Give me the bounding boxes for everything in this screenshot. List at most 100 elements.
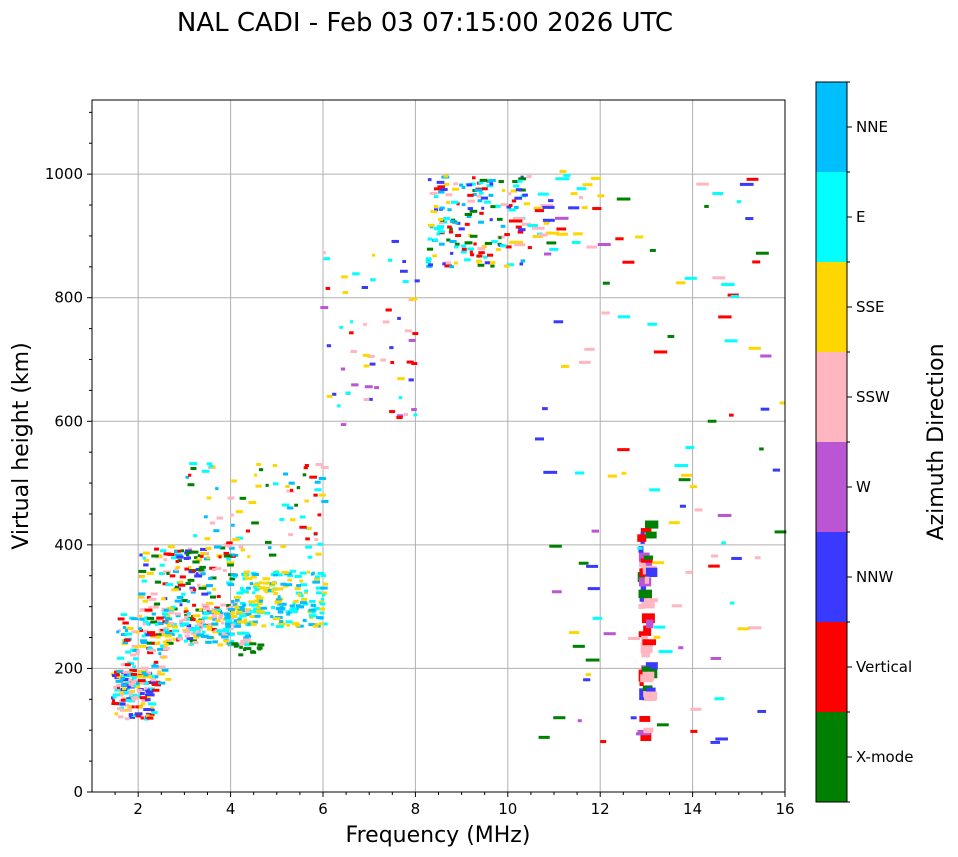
- data-point-w: [555, 216, 569, 220]
- data-point-nne: [206, 591, 212, 595]
- data-point-ssw: [201, 603, 210, 607]
- data-point-sse: [488, 261, 494, 265]
- data-point-ssw: [467, 199, 475, 203]
- data-point-sse: [202, 585, 208, 589]
- data-point-vertical: [406, 360, 414, 364]
- data-point-nne: [461, 185, 466, 189]
- data-point-nnw: [195, 572, 200, 576]
- data-point-nne: [300, 601, 308, 605]
- data-point-e: [203, 612, 209, 616]
- data-point-nne: [283, 472, 289, 476]
- data-point-e: [289, 569, 297, 573]
- data-point-e: [387, 258, 393, 262]
- data-point-ssw: [129, 653, 137, 657]
- data-point-ssw: [754, 556, 761, 560]
- data-point-x-mode: [257, 647, 262, 651]
- data-point-ssw: [747, 626, 762, 630]
- data-point-e: [249, 609, 253, 613]
- data-point-vertical: [461, 247, 467, 251]
- data-point-vertical: [433, 187, 441, 191]
- data-point-nnw: [402, 260, 407, 264]
- data-point-ssw: [225, 606, 230, 610]
- colorbar-swatch-e: [816, 172, 847, 263]
- data-point-sse: [668, 521, 680, 525]
- x-tick-label: 10: [498, 800, 517, 818]
- data-point-nne: [461, 203, 466, 207]
- data-point-x-mode: [477, 263, 485, 267]
- data-point-ssw: [363, 322, 367, 326]
- data-point-ssw: [579, 360, 591, 364]
- plot-frame: [91, 99, 786, 793]
- data-point-x-mode: [294, 503, 298, 507]
- data-point-e: [142, 556, 146, 560]
- data-point-nne: [267, 588, 272, 592]
- data-point-sse: [249, 615, 256, 619]
- data-point-e: [223, 627, 230, 631]
- data-point-e: [299, 571, 307, 575]
- data-point-nne: [474, 188, 483, 192]
- data-point-x-mode: [166, 641, 174, 645]
- data-point-ssw: [230, 513, 234, 517]
- data-point-nnw: [400, 269, 408, 273]
- data-point-ssw: [210, 612, 218, 616]
- data-point-ssw: [149, 648, 156, 652]
- data-point-e: [114, 688, 121, 692]
- data-point-ssw: [158, 665, 166, 669]
- data-point-sse: [299, 579, 304, 583]
- data-point-e: [226, 557, 231, 561]
- data-point-vertical: [313, 532, 318, 536]
- data-point-nne: [279, 619, 283, 623]
- data-point-ssw: [209, 521, 216, 525]
- data-point-nne: [286, 612, 291, 616]
- data-point-nnw: [480, 196, 489, 200]
- y-tick-label: 1000: [45, 165, 83, 183]
- data-point-e: [592, 616, 603, 620]
- data-point-e: [730, 294, 740, 298]
- data-point-ssw: [443, 261, 452, 265]
- data-point-e: [433, 226, 440, 230]
- data-point-vertical: [505, 245, 512, 249]
- data-point-nne: [300, 605, 305, 609]
- data-point-vertical: [309, 475, 317, 479]
- data-point-ssw: [671, 604, 683, 608]
- data-point-nne: [447, 208, 452, 212]
- data-point-vertical: [396, 416, 403, 420]
- data-point-e: [413, 413, 418, 417]
- data-point-e: [461, 244, 467, 248]
- data-point-nnw: [715, 737, 728, 741]
- data-point-e: [279, 517, 285, 521]
- data-point-nnw: [553, 320, 564, 324]
- data-point-e: [123, 691, 130, 695]
- data-point-nnw: [326, 344, 332, 348]
- data-point-ssw: [641, 601, 655, 609]
- data-point-vertical: [653, 350, 668, 354]
- data-point-sse: [607, 474, 617, 478]
- data-point-e: [299, 515, 306, 519]
- data-point-nne: [237, 609, 245, 613]
- data-point-nne: [513, 205, 519, 209]
- data-point-nnw: [200, 547, 208, 551]
- data-point-sse: [256, 609, 263, 613]
- data-point-vertical: [146, 716, 154, 720]
- data-point-e: [555, 177, 570, 181]
- y-axis-label: Virtual height (km): [9, 342, 34, 549]
- data-point-nne: [277, 610, 284, 614]
- colorbar-swatch-nne: [816, 82, 847, 173]
- data-point-e: [460, 250, 467, 254]
- data-point-vertical: [167, 553, 175, 557]
- data-point-ssw: [500, 203, 507, 207]
- data-point-e: [222, 630, 230, 634]
- data-point-nne: [437, 190, 445, 194]
- data-point-ssw: [227, 627, 234, 631]
- data-point-nne: [243, 636, 250, 640]
- data-point-ssw: [521, 222, 532, 226]
- data-point-nne: [130, 617, 139, 621]
- data-point-nnw: [414, 279, 420, 283]
- data-point-sse: [142, 551, 150, 555]
- x-tick-label: 8: [411, 800, 421, 818]
- data-point-nnw: [189, 586, 196, 590]
- data-point-ssw: [477, 247, 486, 251]
- data-point-ssw: [141, 699, 148, 703]
- data-point-ssw: [438, 221, 444, 225]
- colorbar-label: Vertical: [856, 658, 912, 676]
